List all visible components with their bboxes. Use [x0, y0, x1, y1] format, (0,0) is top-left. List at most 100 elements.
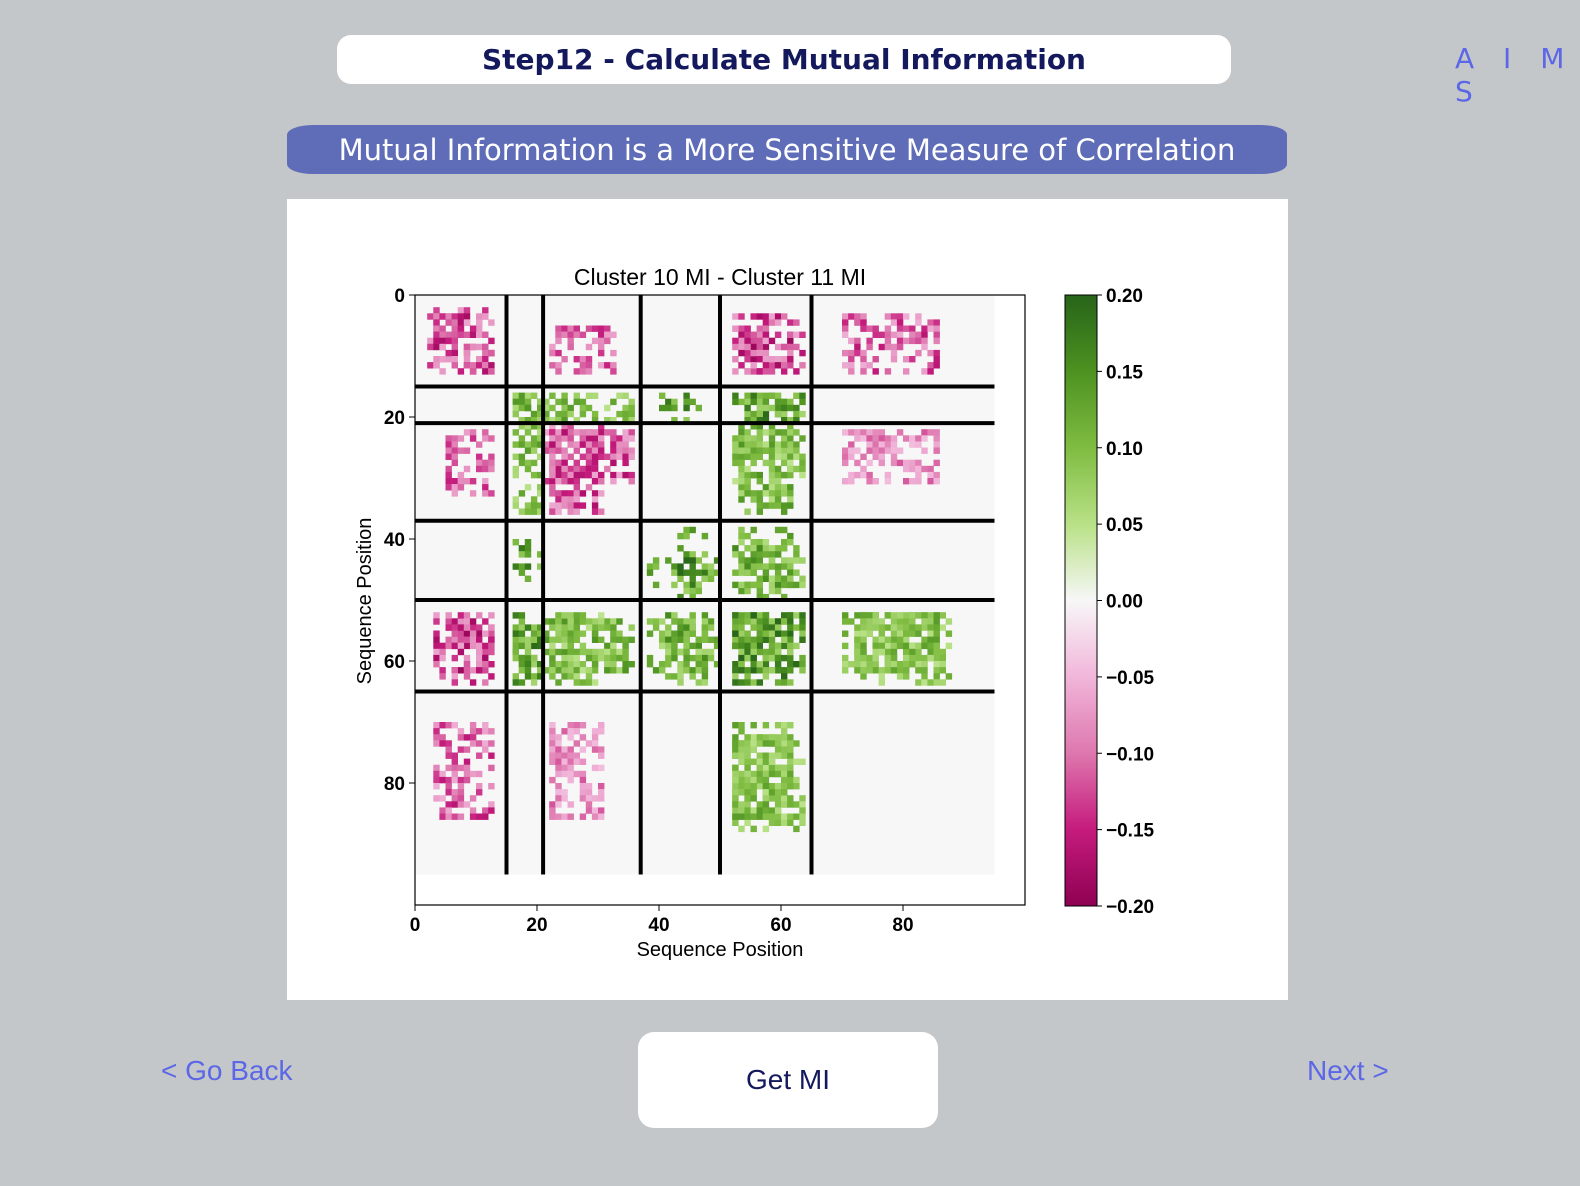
heatmap-cell	[616, 618, 623, 625]
heatmap-cell	[451, 642, 458, 650]
heatmap-cell	[878, 459, 885, 467]
heatmap-cell	[787, 618, 794, 625]
heatmap-cell	[591, 667, 599, 674]
heatmap-cell	[463, 429, 471, 436]
heatmap-cell	[457, 368, 465, 375]
heatmap-cell	[579, 642, 587, 650]
heatmap-cell	[585, 484, 593, 491]
heatmap-cell	[585, 667, 593, 674]
heatmap-cell	[781, 813, 788, 820]
heatmap-cell	[652, 667, 660, 674]
heatmap-cell	[579, 398, 587, 406]
heatmap-cell	[591, 746, 599, 753]
heatmap-cell	[762, 368, 770, 375]
heatmap-cell	[787, 770, 794, 778]
heatmap-cell	[774, 410, 782, 418]
heatmap-cell	[732, 337, 739, 345]
heatmap-cell	[744, 795, 751, 802]
heatmap-cell	[738, 471, 745, 479]
heatmap-cell	[781, 356, 788, 363]
heatmap-cell	[451, 319, 458, 326]
heatmap-cell	[768, 429, 776, 436]
heatmap-cell	[561, 398, 568, 406]
heatmap-cell	[518, 661, 526, 668]
heatmap-cell	[445, 813, 452, 820]
heatmap-cell	[738, 484, 745, 491]
heatmap-cell	[842, 453, 849, 460]
heatmap-cell	[433, 612, 440, 619]
heatmap-cell	[933, 356, 940, 363]
heatmap-cell	[555, 618, 562, 625]
next-link[interactable]: Next >	[1307, 1055, 1389, 1086]
heatmap-cell	[732, 441, 739, 448]
go-back-link[interactable]: < Go Back	[161, 1055, 293, 1086]
heatmap-cell	[671, 618, 678, 625]
heatmap-cell	[774, 642, 782, 650]
heatmap-cell	[756, 349, 763, 357]
heatmap-cell	[744, 441, 751, 448]
heatmap-cell	[933, 648, 940, 656]
heatmap-cell	[738, 783, 745, 790]
heatmap-cell	[787, 490, 794, 497]
heatmap-cell	[579, 465, 587, 473]
heatmap-cell	[469, 679, 477, 686]
heatmap-cell	[744, 618, 751, 625]
heatmap-cell	[555, 630, 562, 637]
heatmap-cell	[933, 478, 940, 485]
heatmap-cell	[457, 728, 465, 735]
heatmap-cell	[585, 435, 593, 442]
heatmap-cell	[439, 807, 446, 814]
heatmap-cell	[573, 618, 580, 625]
heatmap-cell	[738, 435, 745, 442]
heatmap-cell	[750, 471, 757, 479]
heatmap-cell	[549, 740, 556, 747]
heatmap-cell	[774, 630, 782, 637]
heatmap-cell	[762, 563, 770, 570]
heatmap-cell	[567, 636, 574, 643]
heatmap-cell	[573, 679, 580, 686]
get-mi-button[interactable]: Get MI	[638, 1032, 938, 1128]
heatmap-cell	[768, 813, 776, 820]
heatmap-cell	[451, 490, 458, 497]
colorbar-tick-label: 0.15	[1106, 362, 1143, 383]
heatmap-cell	[579, 722, 587, 729]
heatmap-cell	[774, 795, 782, 802]
heatmap-cell	[591, 630, 599, 637]
heatmap-cell	[659, 661, 666, 668]
heatmap-cell	[524, 673, 532, 680]
heatmap-cell	[756, 496, 763, 503]
heatmap-cell	[854, 349, 861, 357]
heatmap-cell	[445, 441, 452, 448]
heatmap-cell	[567, 410, 574, 418]
heatmap-cell	[512, 404, 519, 412]
heatmap-cell	[933, 642, 940, 650]
heatmap-cell	[781, 368, 788, 375]
brand-logo[interactable]: A I M S	[1455, 42, 1575, 108]
heatmap-cell	[488, 368, 495, 375]
heatmap-cell	[591, 734, 599, 741]
heatmap-cell	[604, 325, 611, 332]
heatmap-cell	[683, 404, 690, 412]
heatmap-cell	[610, 417, 617, 424]
heatmap-cell	[457, 307, 465, 314]
heatmap-cell	[537, 630, 544, 637]
heatmap-cell	[585, 368, 593, 375]
heatmap-cell	[744, 331, 751, 338]
heatmap-cell	[762, 770, 770, 778]
heatmap-cell	[884, 313, 892, 320]
heatmap-cell	[579, 789, 587, 796]
heatmap-cell	[927, 642, 934, 650]
heatmap-cell	[579, 648, 587, 656]
heatmap-cell	[457, 612, 465, 619]
heatmap-cell	[872, 453, 879, 460]
heatmap-cell	[909, 356, 916, 363]
heatmap-cell	[750, 551, 757, 558]
heatmap-cell	[476, 648, 483, 656]
heatmap-cell	[488, 740, 495, 747]
heatmap-cell	[872, 325, 879, 332]
heatmap-cell	[878, 630, 885, 637]
heatmap-cell	[750, 368, 757, 375]
heatmap-cell	[445, 465, 452, 473]
heatmap-cell	[610, 453, 617, 460]
heatmap-cell	[530, 496, 538, 503]
